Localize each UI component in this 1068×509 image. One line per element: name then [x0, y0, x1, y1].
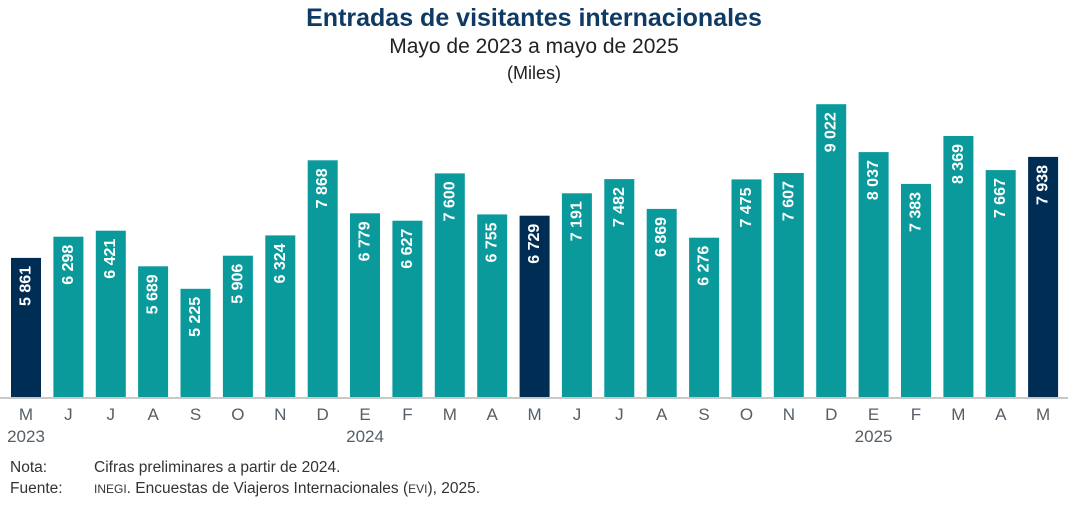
bar	[11, 257, 41, 397]
bar	[519, 215, 550, 397]
bar-value-label: 7 600	[441, 181, 458, 221]
bar-value-label: 6 421	[102, 239, 119, 279]
bar-value-label: 7 383	[907, 192, 924, 232]
source-label: Fuente:	[10, 480, 63, 497]
bar-value-label: 6 298	[60, 245, 77, 285]
bar-value-label: 7 475	[738, 187, 755, 227]
bar	[392, 220, 423, 397]
bar	[858, 152, 889, 397]
bar-value-label: 7 482	[611, 187, 628, 227]
bar	[901, 183, 931, 397]
bar	[646, 208, 677, 397]
year-labels: 2023 2024 2025	[7, 427, 892, 446]
year-label: 2024	[346, 427, 384, 446]
bar	[180, 288, 211, 397]
x-tick-label: J	[615, 405, 624, 424]
bar-value-label: 6 729	[526, 224, 543, 264]
bar-value-label: 5 906	[229, 264, 246, 304]
x-tick-label: J	[573, 405, 582, 424]
x-tick-label: O	[740, 405, 753, 424]
bar-value-label: 7 607	[780, 181, 797, 221]
x-tick-label: E	[359, 405, 370, 424]
x-tick-label: N	[783, 405, 795, 424]
bar	[138, 266, 169, 397]
x-tick-label: M	[19, 405, 33, 424]
bar-value-label: 5 225	[187, 297, 204, 337]
chart-subtitle: Mayo de 2023 a mayo de 2025	[389, 35, 679, 58]
bar	[943, 136, 974, 397]
x-tick-label: M	[951, 405, 965, 424]
bar	[689, 237, 720, 397]
bars-group: 5 861 6 298 6 421 5 689 5 225 5 906 6 324 7 868…	[11, 104, 1059, 397]
x-tick-label: D	[317, 405, 329, 424]
bar	[222, 255, 253, 397]
bar-value-label: 6 276	[696, 246, 713, 286]
bar	[265, 235, 296, 397]
bar	[95, 230, 126, 397]
bar-value-label: 7 667	[992, 178, 1009, 218]
bar-value-label: 8 369	[950, 144, 967, 184]
bar	[307, 160, 338, 397]
x-tick-label: A	[995, 405, 1007, 424]
bar	[477, 214, 508, 397]
bar-value-label: 6 324	[272, 243, 289, 283]
x-tick-label: F	[402, 405, 412, 424]
bar-chart: 5 861 6 298 6 421 5 689 5 225 5 906 6 324 7 868…	[0, 104, 1068, 446]
bar-value-label: 8 037	[865, 160, 882, 200]
bar-value-label: 7 868	[314, 168, 331, 208]
bar-value-label: 7 938	[1035, 165, 1052, 205]
x-tick-label: J	[64, 405, 73, 424]
x-tick-label: D	[825, 405, 837, 424]
source-org: INEGI	[94, 482, 127, 496]
x-tick-label: S	[190, 405, 201, 424]
bar	[53, 236, 84, 397]
x-tick-label: A	[147, 405, 159, 424]
bar	[1028, 156, 1059, 397]
bar	[604, 179, 635, 397]
year-label: 2023	[7, 427, 45, 446]
bar	[773, 173, 804, 397]
bar	[731, 179, 762, 397]
note-line: Nota: Cifras preliminares a partir de 202…	[10, 459, 340, 477]
x-tick-label: O	[231, 405, 244, 424]
bar	[985, 170, 1016, 397]
bar-value-label: 6 779	[357, 221, 374, 261]
x-tick-label: M	[527, 405, 541, 424]
x-tick-label: F	[911, 405, 921, 424]
bar-value-label: 6 755	[484, 222, 501, 262]
source-line: Fuente: INEGI. Encuestas de Viajeros Inte…	[10, 480, 480, 498]
bar-value-label: 5 689	[145, 274, 162, 314]
bar	[434, 173, 465, 397]
x-tick-label: M	[1036, 405, 1050, 424]
year-label: 2025	[855, 427, 893, 446]
source-text-1: . Encuestas de Viajeros Internacionales …	[126, 480, 409, 497]
source-abbr: EVI	[408, 482, 428, 496]
bar-value-label: 6 627	[399, 229, 416, 269]
bar	[561, 193, 592, 397]
x-tick-label: M	[443, 405, 457, 424]
bar	[350, 213, 380, 397]
note-label: Nota:	[10, 459, 48, 476]
x-tick-label: E	[868, 405, 879, 424]
chart-units: (Miles)	[507, 63, 561, 83]
chart-title: Entradas de visitantes internacionales	[306, 4, 762, 32]
source-text-2: ), 2025.	[427, 480, 481, 497]
x-tick-label: A	[656, 405, 668, 424]
x-tick-label: J	[107, 405, 116, 424]
bar-value-label: 6 869	[653, 217, 670, 257]
bar-value-label: 5 861	[18, 266, 35, 306]
x-tick-label: N	[274, 405, 286, 424]
bar	[816, 104, 847, 397]
x-tick-label: A	[487, 405, 499, 424]
bar-value-label: 7 191	[568, 201, 585, 241]
x-tick-label: S	[698, 405, 709, 424]
note-text: Cifras preliminares a partir de 2024.	[94, 459, 341, 476]
bar-value-label: 9 022	[823, 112, 840, 152]
